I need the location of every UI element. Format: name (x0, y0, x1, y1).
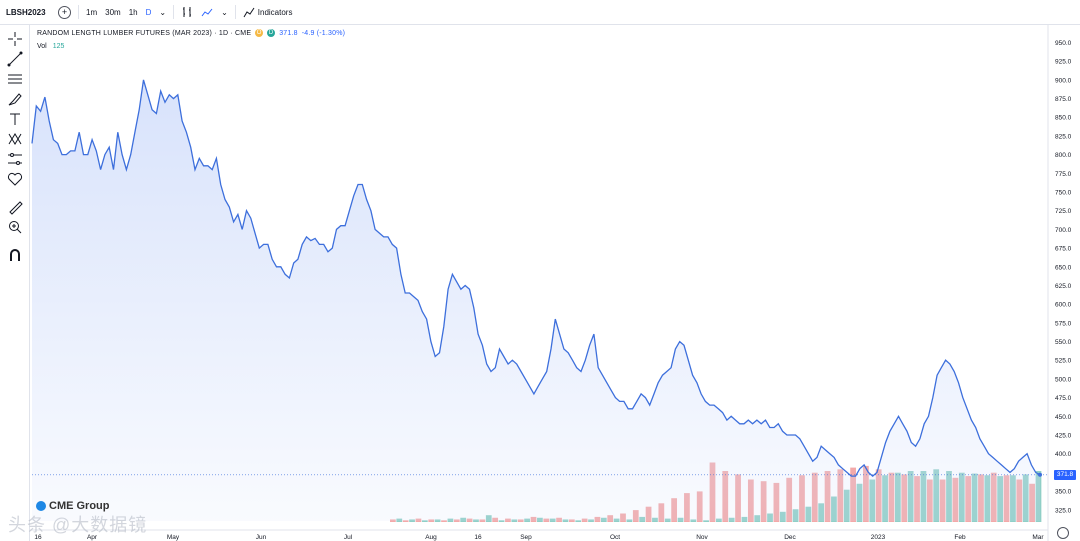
toolbar-divider (234, 5, 236, 19)
data-status-badge: D (267, 29, 276, 37)
volume-bar (575, 520, 582, 522)
last-price: 371.8 (279, 29, 298, 37)
y-tick-label: 525.0 (1055, 358, 1072, 365)
compare-icon[interactable] (197, 0, 217, 24)
y-tick-label: 650.0 (1055, 264, 1072, 271)
y-tick-label: 850.0 (1055, 115, 1072, 122)
prediction-icon[interactable] (7, 151, 23, 167)
interval-30m[interactable]: 30m (105, 7, 121, 17)
y-tick-label: 800.0 (1055, 152, 1072, 159)
price-change: -4.9 (-1.30%) (301, 29, 346, 37)
zoom-in-icon[interactable] (7, 219, 23, 235)
y-tick-label: 950.0 (1055, 40, 1072, 47)
text-icon[interactable] (7, 111, 23, 127)
volume-bar (441, 520, 447, 522)
chart-legend: RANDOM LENGTH LUMBER FUTURES (MAR 2023) … (37, 29, 345, 37)
cme-logo: CME Group (36, 500, 110, 512)
y-tick-label: 700.0 (1055, 227, 1072, 234)
x-tick-label: Dec (784, 534, 796, 541)
x-tick-label: Sep (520, 534, 532, 541)
y-tick-label: 900.0 (1055, 77, 1072, 84)
x-tick-label: Oct (610, 534, 620, 541)
trend-line-icon[interactable] (7, 51, 23, 67)
x-tick-label: 2023 (871, 534, 886, 541)
chevron-down-icon[interactable]: ⌄ (159, 7, 167, 17)
ruler-icon[interactable] (7, 199, 23, 215)
interval-d[interactable]: D (145, 7, 152, 17)
x-tick-label: Mar (1032, 534, 1044, 541)
plus-icon: + (58, 5, 71, 19)
y-tick-label: 450.0 (1055, 414, 1072, 421)
y-tick-label: 400.0 (1055, 451, 1072, 458)
y-tick-label: 350.0 (1055, 489, 1072, 496)
y-tick-label: 600.0 (1055, 302, 1072, 309)
y-tick-label: 925.0 (1055, 59, 1072, 66)
top-toolbar: LBSH2023 + 1m 30m 1h D ⌄ ⌄ Indicators (0, 0, 1080, 25)
y-tick-label: 825.0 (1055, 133, 1072, 140)
x-tick-label: 16 (34, 534, 42, 541)
x-tick-label: Feb (954, 534, 966, 541)
area-chart-icon (201, 8, 213, 17)
volume-label: Vol (37, 43, 47, 50)
globe-icon (36, 501, 46, 511)
y-tick-label: 750.0 (1055, 190, 1072, 197)
y-tick-label: 875.0 (1055, 96, 1072, 103)
x-tick-label: Nov (696, 534, 708, 541)
volume-value: 125 (52, 43, 65, 50)
x-tick-label: 16 (474, 534, 482, 541)
y-tick-label: 775.0 (1055, 171, 1072, 178)
volume-bar (402, 520, 409, 522)
y-tick-label: 475.0 (1055, 395, 1072, 402)
heart-icon[interactable] (7, 171, 23, 187)
volume-bar (421, 520, 428, 522)
pattern-icon[interactable] (7, 131, 23, 147)
add-symbol-button[interactable]: + (54, 0, 75, 24)
watermark: 头条 @大数据镜 (8, 515, 148, 535)
chart-title: RANDOM LENGTH LUMBER FUTURES (MAR 2023) … (37, 29, 252, 37)
y-tick-label: 575.0 (1055, 320, 1072, 327)
drawing-toolbar (0, 25, 30, 541)
last-price-dot (1038, 472, 1042, 477)
indicators-label: Indicators (257, 7, 293, 17)
x-tick-label: Jun (256, 534, 267, 541)
indicators-button[interactable]: Indicators (239, 0, 297, 24)
fib-icon[interactable] (7, 71, 23, 87)
volume-legend: Vol 125 (37, 43, 64, 50)
symbol-button[interactable]: LBSH2023 (6, 7, 46, 17)
market-status-badge: O (255, 29, 264, 37)
price-line (31, 79, 1041, 477)
indicators-icon (243, 7, 255, 18)
y-tick-label: 325.0 (1055, 507, 1072, 514)
crosshair-icon[interactable] (7, 31, 23, 47)
x-tick-label: May (167, 534, 180, 541)
y-tick-label: 425.0 (1055, 433, 1072, 440)
gear-icon[interactable] (1057, 527, 1069, 539)
toolbar-divider (173, 5, 175, 19)
bar-style-icon[interactable] (177, 0, 197, 24)
interval-1h[interactable]: 1h (128, 7, 138, 17)
volume-bar (703, 520, 709, 522)
x-tick-label: Apr (87, 534, 98, 541)
y-tick-label: 550.0 (1055, 339, 1072, 346)
x-tick-label: Jul (344, 534, 353, 541)
chevron-down-icon[interactable]: ⌄ (221, 7, 228, 17)
volume-bar (498, 520, 505, 522)
candle-icon (183, 7, 192, 17)
magnet-icon[interactable] (7, 247, 23, 263)
x-tick-label: Aug (425, 534, 437, 541)
y-tick-label: 675.0 (1055, 246, 1072, 253)
last-price-tag: 371.8 (1054, 469, 1076, 480)
cme-label: CME Group (49, 500, 110, 512)
brush-icon[interactable] (7, 91, 23, 107)
price-chart[interactable]: 325.0350.0375.0400.0425.0450.0475.0500.0… (30, 25, 1080, 541)
y-tick-label: 500.0 (1055, 376, 1072, 383)
interval-1m[interactable]: 1m (86, 7, 98, 17)
price-area (32, 79, 1040, 522)
toolbar-divider (78, 5, 79, 19)
y-tick-label: 725.0 (1055, 208, 1072, 215)
y-tick-label: 625.0 (1055, 283, 1072, 290)
